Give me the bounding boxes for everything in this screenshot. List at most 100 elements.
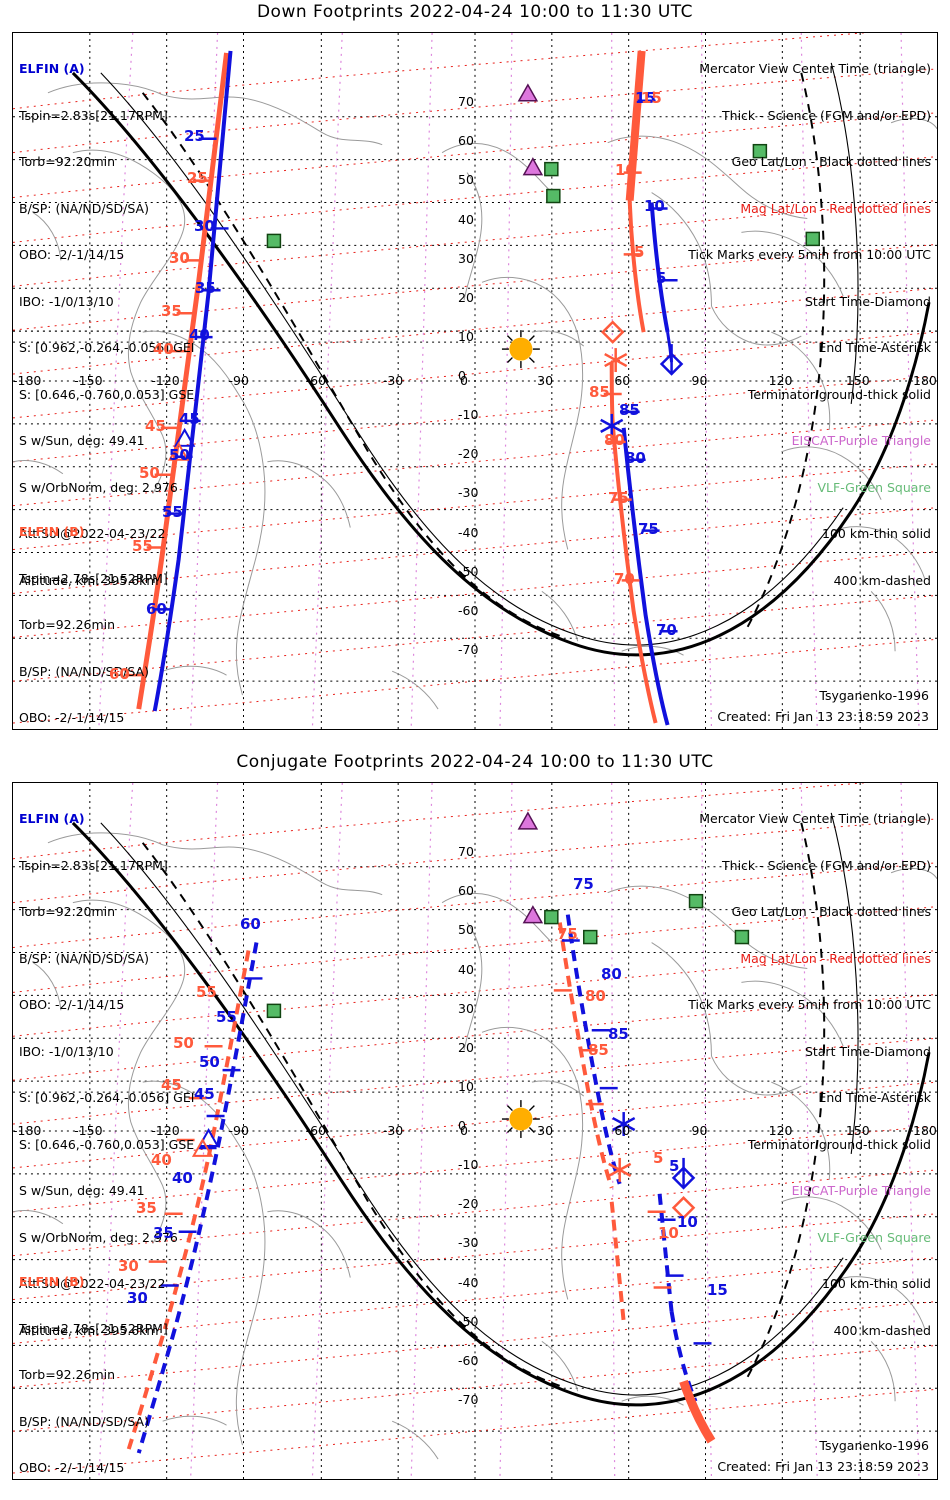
- orbit-time-label: 85: [588, 1041, 609, 1059]
- legend-conjugate: Mercator View Center Time (triangle) Thi…: [688, 788, 931, 1371]
- x-tick-label: 30: [537, 373, 554, 388]
- y-tick-label: 50: [458, 922, 474, 938]
- info-b-line-3: OBO: -2/-1/14/15: [19, 710, 125, 725]
- info-a-conj-3: OBO: -2/-1/14/15: [19, 997, 125, 1012]
- created-credit-down: Created: Fri Jan 13 23:18:59 2023: [717, 709, 929, 724]
- mag-meridians: [98, 33, 920, 729]
- orbit-time-label: 60: [146, 600, 167, 618]
- legend-conj-9: VLF-Green Square: [817, 1229, 931, 1245]
- info-a-line-2: B/SP: (NA/ND/SD/SA): [19, 200, 149, 216]
- info-a-conj-10: Altitude, km: 395.6km: [19, 1322, 159, 1338]
- x-tick-label: 0: [460, 373, 468, 388]
- legend-conj-10: 100 km-thin solid: [822, 1276, 931, 1291]
- start-marker-diamond-conj: [671, 1157, 696, 1220]
- y-tick-label: -20: [458, 446, 479, 462]
- panel-conjugate-footprints: Conjugate Footprints 2022-04-24 10:00 to…: [0, 750, 950, 1500]
- orbit-time-label: 35: [161, 302, 182, 320]
- track-elfin-b-left: [136, 52, 230, 710]
- x-tick-label: -150: [74, 1123, 103, 1138]
- y-tick-label: -60: [458, 1352, 479, 1368]
- orbit-time-label: 75: [557, 925, 578, 943]
- orbit-time-label: 40: [151, 1151, 172, 1169]
- info-a-conj-4: IBO: -1/0/13/10: [19, 1043, 114, 1059]
- info-a-conj-6: S: [0.646,-0.760,0.053] GSE: [19, 1136, 195, 1152]
- x-tick-label: -180: [13, 1123, 42, 1138]
- eiscat-triangle-icon-conj: [191, 811, 544, 1157]
- y-tick-label: -10: [458, 407, 479, 423]
- x-tick-label: -30: [382, 373, 404, 388]
- track-conj-a-right: [565, 914, 622, 1185]
- orbit-time-label: 45: [161, 1076, 182, 1094]
- y-tick-label: 0: [458, 368, 466, 383]
- end-marker-asterisk-conj: [608, 1112, 636, 1182]
- spacecraft-a-info-down: ELFIN (A) Tspin=2.83s[21.17RPM] Torb=92.…: [19, 38, 194, 621]
- info-b-line-2: B/SP: (NA/ND/SD/SA): [19, 663, 149, 679]
- legend-line-1: Thick - Science (FGM and/or EPD): [722, 107, 931, 123]
- info-a-line-8: S w/OrbNorm, deg: 2.976: [19, 479, 178, 495]
- spacecraft-b-info-down: ELFIN (B) Tspin=2.78s[21.52RPM] Torb=92.…: [19, 501, 194, 729]
- legend-line-2: Geo Lat/Lon - Black dotted lines: [731, 154, 931, 169]
- legend-conj-11: 400 km-dashed: [833, 1322, 931, 1338]
- track-conj-b-science: [679, 1379, 716, 1444]
- legend-conj-5: Start Time-Diamond: [804, 1043, 931, 1059]
- orbit-time-label: 15: [641, 89, 662, 107]
- y-tick-label: -60: [458, 602, 479, 618]
- track-elfin-b-right: [627, 200, 646, 333]
- orbit-time-label: 50: [173, 1034, 194, 1052]
- page-title-down: Down Footprints 2022-04-24 10:00 to 11:3…: [256, 2, 694, 22]
- info-a-line-5: S: [0.962,-0.264,-0.056] GEI: [19, 340, 195, 355]
- y-tick-label: -10: [458, 1157, 479, 1173]
- orbit-time-label: 30: [127, 1289, 148, 1307]
- terminator-100km-east: [830, 62, 859, 405]
- mag-grid: [13, 33, 937, 724]
- y-tick-label: -70: [458, 641, 479, 657]
- orbit-time-label: 15: [635, 89, 656, 107]
- orbit-time-label: 75: [608, 489, 629, 507]
- orbit-time-label: 40: [172, 1169, 193, 1187]
- info-a-line-6: S: [0.646,-0.760,0.053] GSE: [19, 386, 195, 402]
- orbit-time-label: 30: [169, 249, 190, 267]
- terminator-400km-east: [746, 72, 826, 628]
- sun-icon-conj: [501, 1099, 541, 1139]
- orbit-time-label: 50: [199, 1053, 220, 1071]
- info-a-conj-1: Torb=92.20min: [19, 904, 116, 919]
- orbit-time-label: 5: [653, 1149, 664, 1167]
- legend-conj-7: Terminator ground-thick solid: [747, 1136, 931, 1152]
- legend-line-10: 100 km-thin solid: [822, 526, 931, 541]
- legend-line-9: VLF-Green Square: [817, 479, 931, 495]
- map-canvas-down: [13, 33, 937, 729]
- orbit-time-label: 75: [573, 875, 594, 893]
- track-elfin-b-right-tail: [610, 423, 658, 724]
- orbit-time-label: 85: [619, 401, 640, 419]
- x-tick-label: 120: [768, 373, 793, 388]
- legend-line-8: EISCAT-Purple Triangle: [791, 433, 931, 448]
- info-a-conj-8: S w/OrbNorm, deg: 2.976: [19, 1229, 178, 1245]
- plot-area-down: ELFIN (A) Tspin=2.83s[21.17RPM] Torb=92.…: [12, 32, 938, 730]
- info-a-line-0: Tspin=2.83s[21.17RPM]: [19, 107, 168, 123]
- orbit-time-label: 10: [615, 161, 636, 179]
- info-b-conj-1: Torb=92.26min: [19, 1367, 116, 1382]
- y-tick-label: 40: [458, 211, 474, 227]
- track-elfin-a-right: [649, 202, 670, 333]
- x-tick-label: 0: [460, 1123, 468, 1138]
- legend-conj-2: Geo Lat/Lon - Black dotted lines: [731, 904, 931, 919]
- orbit-time-label: 25: [184, 127, 205, 145]
- x-tick-label: 180: [913, 1123, 937, 1138]
- orbit-time-label: 5: [669, 1157, 680, 1175]
- info-a-line-7: S w/Sun, deg: 49.41: [19, 433, 145, 448]
- x-tick-label: -60: [305, 373, 327, 388]
- y-tick-label: -20: [458, 1196, 479, 1212]
- legend-conj-4: Tick Marks every 5min from 10:00 UTC: [688, 997, 931, 1012]
- info-b-line-1: Torb=92.26min: [19, 617, 116, 632]
- y-tick-label: 50: [458, 172, 474, 188]
- orbit-time-label: 70: [656, 621, 677, 639]
- y-tick-label: 0: [458, 1118, 466, 1133]
- panel-down-footprints: Down Footprints 2022-04-24 10:00 to 11:3…: [12, 2, 938, 730]
- legend-line-4: Tick Marks every 5min from 10:00 UTC: [688, 247, 931, 262]
- page-title-conjugate: Conjugate Footprints 2022-04-24 10:00 to…: [236, 752, 714, 772]
- x-tick-label: 150: [845, 373, 870, 388]
- legend-conj-0: Mercator View Center Time (triangle): [699, 811, 931, 826]
- tickmarks-a: [152, 99, 678, 633]
- info-a-conj-5: S: [0.962,-0.264,-0.056] GEI: [19, 1090, 195, 1105]
